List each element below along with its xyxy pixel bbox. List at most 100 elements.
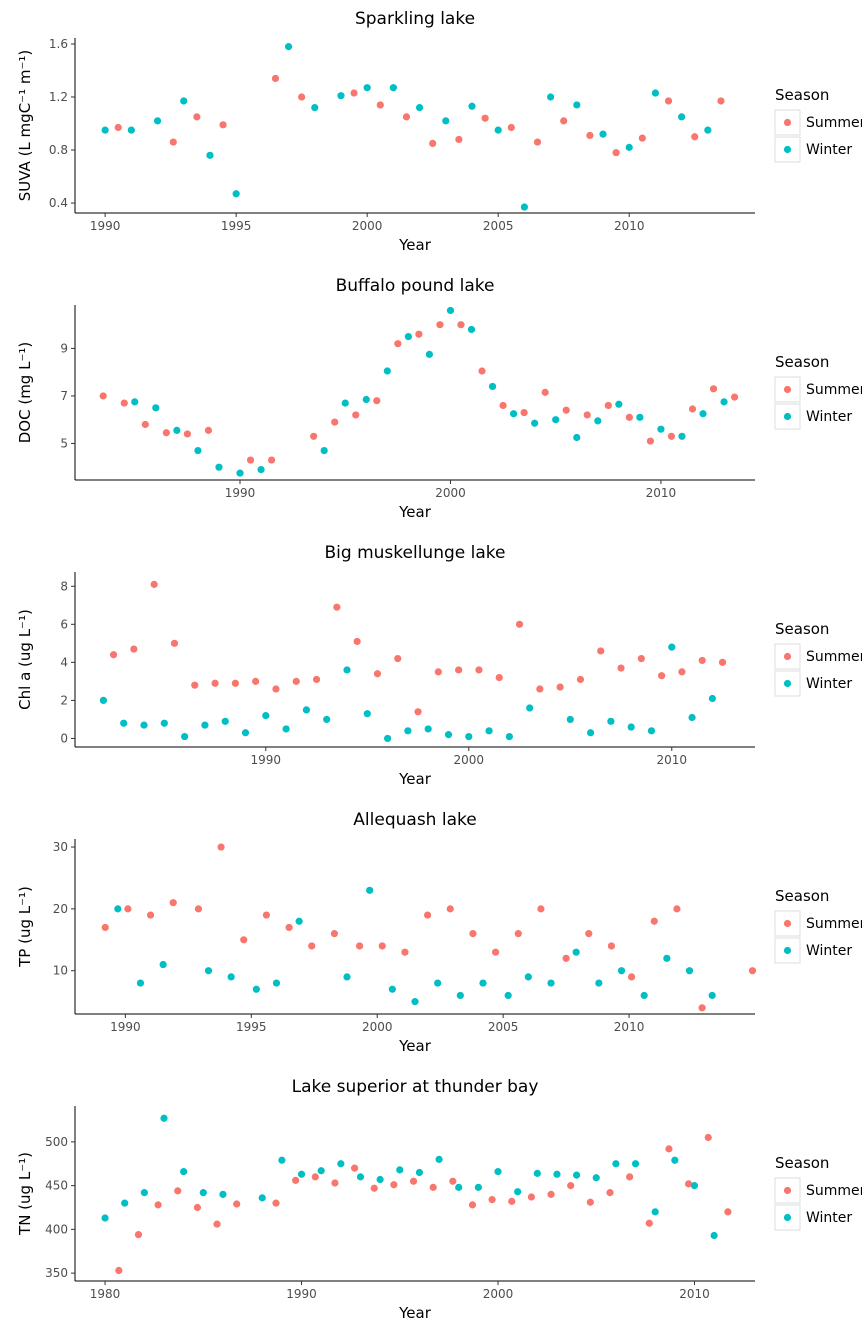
point: [709, 385, 718, 393]
point: [573, 433, 581, 442]
point: [217, 843, 225, 851]
point: [475, 666, 483, 674]
point: [668, 643, 676, 651]
point: [583, 411, 591, 419]
point: [363, 710, 371, 718]
x-tick-label: 2000: [362, 1020, 393, 1034]
y-axis-label: DOC (mg L⁻¹): [16, 342, 34, 444]
point: [468, 102, 476, 110]
point: [442, 117, 450, 125]
legend-title: Season: [775, 86, 829, 104]
y-axis-label: TN (ug L⁻¹): [16, 1152, 34, 1236]
point: [146, 911, 155, 919]
point: [446, 905, 454, 913]
point: [282, 725, 290, 733]
point: [330, 930, 339, 938]
point: [651, 1208, 659, 1216]
legend-label: Winter: [806, 676, 852, 692]
legend-label: Summer: [806, 916, 862, 932]
x-tick-label: 2010: [646, 486, 677, 500]
point: [297, 1170, 306, 1178]
point: [499, 401, 507, 410]
point: [267, 456, 276, 464]
point: [657, 425, 665, 433]
point: [698, 656, 706, 665]
point: [520, 408, 528, 417]
point: [292, 1176, 300, 1184]
y-tick-label: 400: [45, 1222, 68, 1236]
point: [221, 717, 229, 725]
point: [211, 679, 219, 687]
point: [140, 721, 148, 729]
point: [625, 413, 633, 421]
point: [114, 905, 122, 913]
point: [285, 923, 293, 932]
point: [241, 729, 250, 737]
point: [109, 651, 118, 659]
point: [355, 942, 364, 950]
point: [533, 138, 542, 146]
point: [488, 1196, 496, 1204]
legend-marker: [783, 946, 792, 955]
point: [688, 405, 697, 413]
point: [434, 979, 442, 987]
point: [520, 203, 529, 211]
point: [343, 973, 351, 981]
point: [631, 1160, 640, 1168]
point: [562, 406, 570, 414]
point: [567, 1182, 575, 1190]
point: [320, 446, 328, 455]
point: [383, 367, 391, 375]
point: [292, 677, 300, 685]
point: [240, 936, 248, 944]
point: [159, 960, 167, 969]
point: [353, 637, 361, 646]
chart-title: Sparkling lake: [355, 9, 475, 29]
point: [227, 973, 235, 981]
y-axis-label: TP (ug L⁻¹): [16, 886, 34, 968]
point: [456, 991, 464, 1000]
point: [333, 603, 341, 611]
x-tick-label: 2010: [679, 1287, 710, 1301]
x-tick-label: 1995: [221, 219, 252, 233]
point: [232, 190, 240, 198]
point: [724, 1208, 732, 1216]
point: [194, 446, 202, 455]
legend-marker: [783, 919, 792, 928]
y-tick-label: 450: [45, 1179, 68, 1193]
point: [183, 430, 191, 438]
point: [257, 465, 265, 474]
point: [645, 1219, 653, 1227]
point: [373, 670, 382, 678]
point: [308, 942, 316, 950]
x-tick-label: 1990: [286, 1287, 317, 1301]
chart-title: Big muskellunge lake: [325, 543, 506, 563]
point: [140, 1189, 148, 1197]
point: [552, 416, 560, 424]
point: [331, 1179, 339, 1187]
point: [617, 967, 626, 975]
point: [272, 1199, 280, 1207]
point: [376, 1175, 384, 1184]
y-tick-label: 4: [60, 655, 68, 669]
y-tick-label: 500: [45, 1135, 68, 1149]
x-tick-label: 1990: [251, 753, 282, 767]
legend-title: Season: [775, 887, 829, 905]
point: [337, 1160, 345, 1168]
point: [271, 74, 280, 83]
point: [154, 1201, 162, 1209]
x-axis-label: Year: [398, 770, 432, 788]
point: [411, 998, 419, 1006]
point: [383, 734, 392, 743]
point: [599, 130, 607, 138]
point: [181, 732, 189, 741]
point: [573, 101, 581, 109]
point: [524, 973, 532, 981]
point: [526, 704, 534, 712]
point: [469, 930, 477, 938]
point: [531, 419, 539, 427]
point: [363, 84, 371, 92]
point: [193, 113, 201, 121]
point: [121, 1199, 129, 1207]
point: [576, 675, 585, 684]
